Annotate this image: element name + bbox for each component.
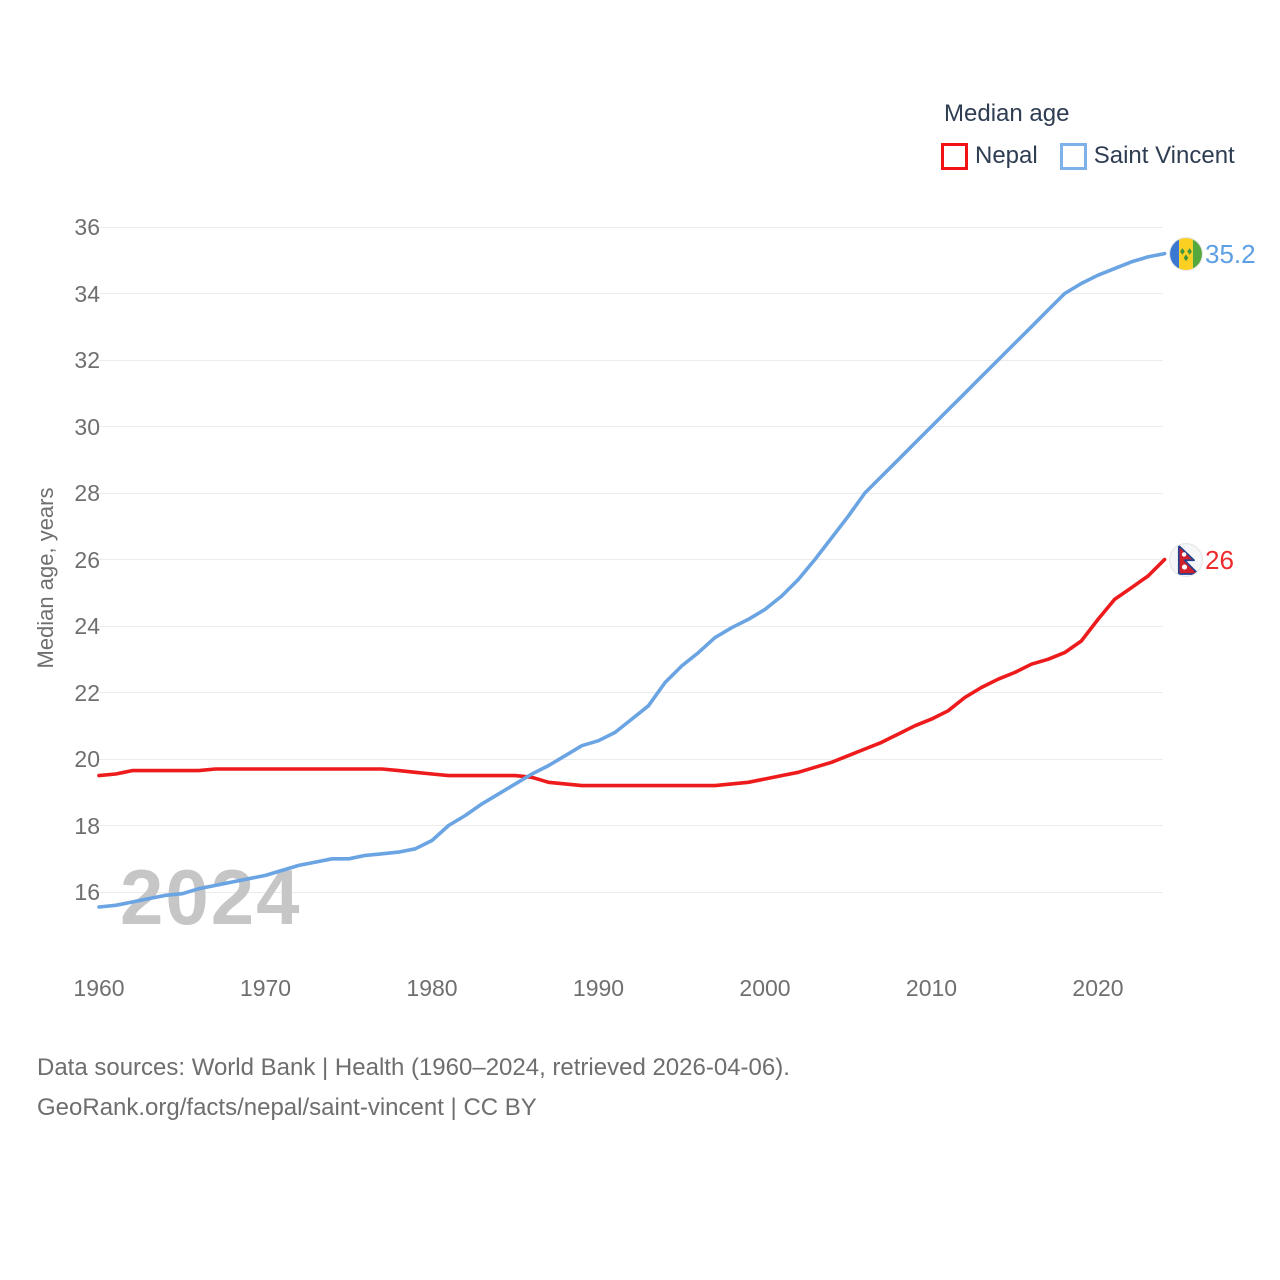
footer-attribution-line: GeoRank.org/facts/nepal/saint-vincent | … [37, 1094, 537, 1121]
y-tick-36: 36 [74, 214, 100, 240]
y-tick-26: 26 [74, 546, 100, 573]
nepal-swatch-icon [941, 142, 968, 170]
gridline-y-20 [99, 758, 1163, 760]
legend-item-nepal[interactable]: Nepal [941, 142, 1038, 170]
gridline-y-18 [99, 825, 1163, 826]
saint-vincent-swatch-icon [1059, 142, 1087, 170]
y-tick-28: 28 [74, 480, 100, 506]
x-tick-2020: 2020 [1072, 975, 1124, 1001]
gridline-y-28 [99, 492, 1163, 494]
x-tick-2000: 2000 [739, 975, 791, 1001]
x-tick-1960: 1960 [73, 975, 125, 1001]
nepal-line[interactable] [97, 557, 1167, 788]
gridline-y-16 [99, 891, 1163, 893]
saint-vincent-line[interactable] [97, 251, 1167, 909]
gridline-y-34 [99, 293, 1163, 294]
x-tick-1980: 1980 [406, 975, 458, 1001]
x-tick-2010: 2010 [905, 975, 958, 1001]
x-tick-1970: 1970 [239, 975, 292, 1001]
y-tick-32: 32 [74, 347, 100, 373]
gridline-y-26 [99, 559, 1163, 560]
gridline-y-32 [99, 359, 1163, 361]
x-tick-1990: 1990 [572, 975, 625, 1001]
legend: Median age Nepal Saint Vincent [941, 100, 1235, 170]
y-tick-20: 20 [74, 746, 100, 772]
y-tick-22: 22 [74, 679, 100, 706]
y-tick-34: 34 [74, 280, 100, 307]
y-tick-24: 24 [74, 613, 100, 639]
y-tick-18: 18 [74, 812, 100, 839]
legend-label-nepal: Nepal [975, 142, 1038, 169]
legend-label-saint-vincent: Saint Vincent [1093, 142, 1235, 169]
gridline-y-30 [99, 426, 1163, 427]
legend-title: Median age [944, 100, 1070, 127]
saint-vincent-end-value: 35.2 [1205, 238, 1256, 269]
y-tick-30: 30 [74, 413, 100, 440]
nepal-end-value: 26 [1205, 544, 1234, 575]
nepal-flag-icon [1169, 542, 1203, 577]
y-tick-16: 16 [74, 879, 100, 905]
footer-sources-line: Data sources: World Bank | Health (1960–… [37, 1054, 790, 1081]
gridline-y-24 [99, 625, 1163, 627]
footer: Data sources: World Bank | Health (1960–… [37, 1048, 790, 1128]
gridline-y-22 [99, 692, 1163, 693]
y-axis-title: Median age, years [33, 487, 58, 669]
gridline-y-36 [99, 226, 1163, 228]
legend-item-saint-vincent[interactable]: Saint Vincent [1059, 142, 1235, 170]
saint-vincent-flag-icon [1169, 236, 1203, 271]
legend-row: Nepal Saint Vincent [941, 142, 1235, 170]
